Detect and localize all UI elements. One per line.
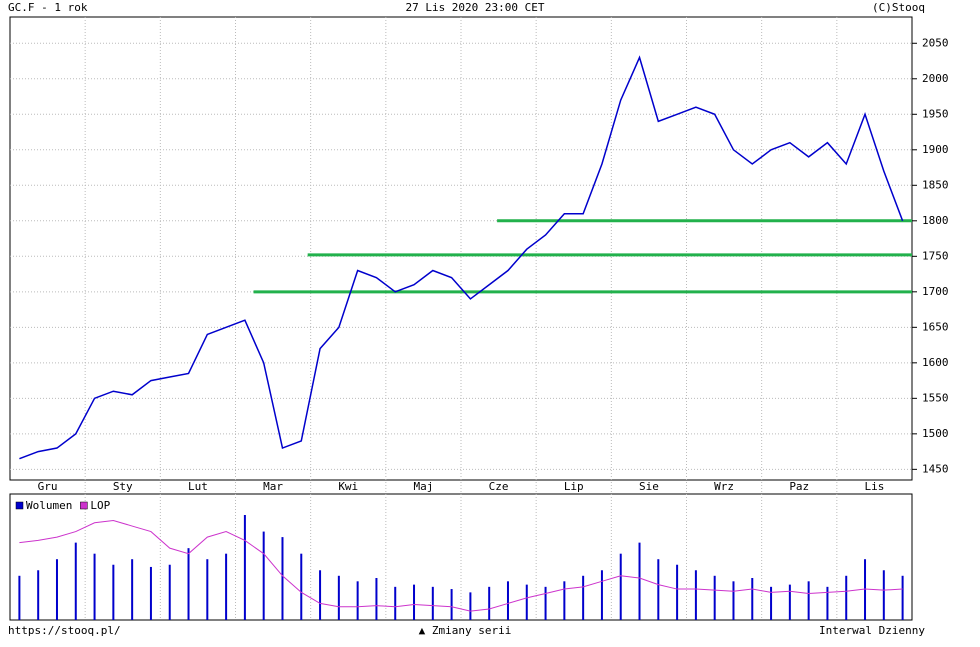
volume-bar	[93, 553, 96, 620]
volume-bar	[337, 575, 340, 620]
volume-bar	[300, 553, 303, 620]
footer-left: https://stooq.pl/	[8, 624, 121, 637]
y-tick-label: 1600	[922, 356, 949, 369]
x-tick-label: Maj	[413, 480, 433, 493]
x-tick-label: Cze	[489, 480, 509, 493]
volume-bar	[187, 548, 190, 620]
volume-bar	[525, 584, 528, 620]
y-tick-label: 1950	[922, 107, 949, 120]
volume-bar	[243, 515, 246, 620]
volume-bar	[206, 559, 209, 620]
volume-bar	[807, 581, 810, 620]
volume-bar	[713, 575, 716, 620]
volume-bar	[901, 575, 904, 620]
y-tick-label: 2000	[922, 72, 949, 85]
x-tick-label: Kwi	[338, 480, 358, 493]
volume-bar	[882, 570, 885, 620]
volume-bar	[225, 553, 228, 620]
volume-bar	[751, 578, 754, 620]
x-tick-label: Wrz	[714, 480, 734, 493]
volume-bar	[619, 553, 622, 620]
volume-bar	[770, 586, 773, 620]
volume-bar	[676, 564, 679, 620]
header-right: (C)Stooq	[872, 1, 925, 14]
x-tick-label: Sie	[639, 480, 659, 493]
volume-bar	[394, 586, 397, 620]
y-tick-label: 1450	[922, 462, 949, 475]
volume-bar	[112, 564, 115, 620]
volume-bar	[450, 589, 453, 620]
volume-bar	[55, 559, 58, 620]
x-tick-label: Sty	[113, 480, 133, 493]
y-tick-label: 1750	[922, 249, 949, 262]
volume-bar	[74, 542, 77, 620]
y-tick-label: 1500	[922, 427, 949, 440]
volume-bar	[431, 586, 434, 620]
volume-bar	[413, 584, 416, 620]
footer-center: ▲ Zmiany serii	[419, 624, 512, 637]
volume-bar	[864, 559, 867, 620]
volume-bar	[638, 542, 641, 620]
volume-bar	[356, 581, 359, 620]
volume-bar	[506, 581, 509, 620]
volume-bar	[600, 570, 603, 620]
volume-bar	[488, 586, 491, 620]
x-tick-label: Paz	[789, 480, 809, 493]
y-tick-label: 1650	[922, 320, 949, 333]
price-line	[19, 55, 904, 460]
x-tick-label: Lis	[864, 480, 884, 493]
legend-label: LOP	[90, 499, 110, 512]
x-tick-label: Lip	[564, 480, 584, 493]
volume-bar	[375, 578, 378, 620]
footer-right: Interwal Dzienny	[819, 624, 925, 637]
volume-bar	[544, 586, 547, 620]
volume-bar	[168, 564, 171, 620]
legend-label: Wolumen	[26, 499, 72, 512]
x-tick-label: Mar	[263, 480, 283, 493]
y-tick-label: 1550	[922, 391, 949, 404]
volume-bar	[582, 575, 585, 620]
volume-bar	[563, 581, 566, 620]
y-tick-label: 1850	[922, 178, 949, 191]
legend-swatch	[80, 501, 88, 510]
lop-line	[19, 520, 903, 612]
volume-bar	[18, 575, 21, 620]
volume-bar	[845, 575, 848, 620]
volume-bar	[149, 566, 152, 620]
volume-bar	[131, 559, 134, 620]
y-tick-label: 1700	[922, 285, 949, 298]
x-tick-label: Lut	[188, 480, 208, 493]
legend-swatch	[15, 501, 24, 510]
y-tick-label: 1800	[922, 214, 949, 227]
volume-bar	[657, 559, 660, 620]
header-left: GC.F - 1 rok	[8, 1, 88, 14]
volume-bar	[788, 584, 791, 620]
header-center: 27 Lis 2020 23:00 CET	[405, 1, 544, 14]
volume-bar	[694, 570, 697, 620]
x-tick-label: Gru	[38, 480, 58, 493]
y-tick-label: 1900	[922, 143, 949, 156]
volume-bar	[732, 581, 735, 620]
volume-bar	[469, 592, 472, 620]
volume-bar	[37, 570, 40, 620]
volume-bar	[826, 586, 829, 620]
y-tick-label: 2050	[922, 36, 949, 49]
volume-bar	[262, 531, 265, 620]
volume-bar	[319, 570, 322, 620]
volume-bar	[281, 537, 284, 620]
